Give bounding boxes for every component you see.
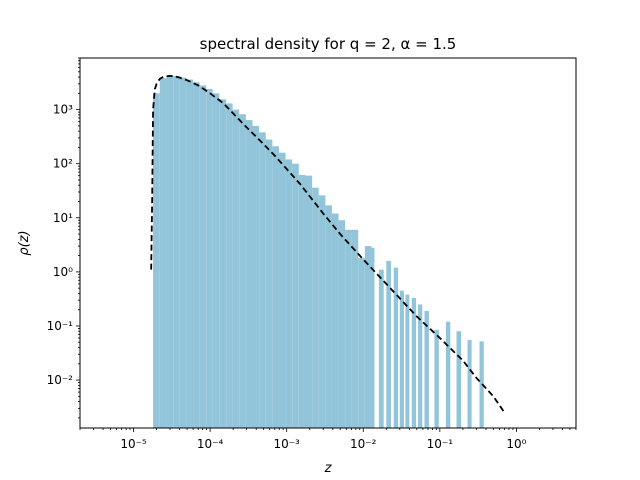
histogram-bar <box>153 93 160 428</box>
histogram-bar <box>424 310 429 428</box>
x-tick-label: 10⁻¹ <box>427 437 454 451</box>
histogram-bars <box>153 75 484 429</box>
histogram-bar <box>305 175 313 428</box>
x-tick-label: 10⁻³ <box>273 437 300 451</box>
histogram-bar <box>364 246 372 428</box>
histogram-bar <box>245 120 253 428</box>
histogram-bar <box>292 163 299 428</box>
density-curve <box>150 74 506 414</box>
histogram-bar <box>219 99 227 428</box>
histogram-bar <box>173 75 180 429</box>
histogram-bar <box>325 205 332 428</box>
histogram-bar <box>206 89 213 429</box>
histogram-bar <box>405 294 410 428</box>
y-tick-label: 10³ <box>53 103 73 117</box>
histogram-bar <box>331 213 339 428</box>
histogram-bar <box>418 304 423 428</box>
histogram-bar <box>312 187 319 428</box>
x-tick-label: 10⁻⁵ <box>120 437 147 451</box>
histogram-bar <box>252 125 260 429</box>
y-tick-label: 10⁰ <box>53 265 73 279</box>
histogram-bar <box>445 321 451 428</box>
x-tick-label: 10⁻² <box>350 437 377 451</box>
histogram-bar <box>285 159 293 429</box>
histogram-bar <box>456 331 462 428</box>
chart-title: spectral density for q = 2, α = 1.5 <box>200 35 457 53</box>
histogram-bar <box>393 267 399 428</box>
histogram-bar <box>186 79 194 428</box>
plot-frame <box>79 57 577 429</box>
histogram-bar <box>467 340 472 428</box>
histogram-bar <box>298 174 306 428</box>
histogram-bar <box>411 297 417 428</box>
histogram-bar <box>378 269 384 428</box>
histogram-bar <box>278 152 286 429</box>
histogram-bar <box>358 258 365 428</box>
histogram-bar <box>259 132 266 428</box>
density-curve-layer <box>150 74 506 414</box>
y-tick-label: 10¹ <box>53 211 73 225</box>
x-tick-label: 10⁻⁴ <box>197 437 224 451</box>
histogram-bar <box>434 329 439 428</box>
histogram-bar <box>159 78 167 428</box>
histogram-bar <box>232 109 240 429</box>
histogram-bar <box>239 114 246 428</box>
histogram-bar <box>226 103 233 428</box>
histogram-bar <box>265 139 273 428</box>
histogram-bar <box>199 85 207 429</box>
histogram-bar <box>179 77 187 428</box>
histogram-bar <box>338 220 346 428</box>
histogram-bar <box>166 75 174 428</box>
histogram-bar <box>351 229 359 428</box>
y-axis: 10⁻² 10⁻¹ 10⁰ 10¹ 10² 10³ <box>47 57 80 419</box>
histogram-bar <box>318 195 326 428</box>
histogram-bar <box>371 247 375 428</box>
histogram-bar <box>399 290 404 428</box>
y-tick-label: 10⁻² <box>47 373 74 387</box>
histogram-bar <box>193 82 200 428</box>
histogram-bar <box>345 229 352 428</box>
histogram-bar <box>212 93 220 428</box>
y-tick-label: 10² <box>53 157 73 171</box>
x-axis: 10⁻⁵ 10⁻⁴ 10⁻³ 10⁻² 10⁻¹ 10⁰ <box>79 428 577 451</box>
x-tick-label: 10⁰ <box>506 437 526 451</box>
histogram-bar <box>272 146 279 428</box>
histogram-bar <box>386 260 391 428</box>
x-axis-title: z <box>324 461 333 476</box>
y-axis-title: ρ(z) <box>17 230 32 255</box>
y-tick-label: 10⁻¹ <box>47 319 74 333</box>
